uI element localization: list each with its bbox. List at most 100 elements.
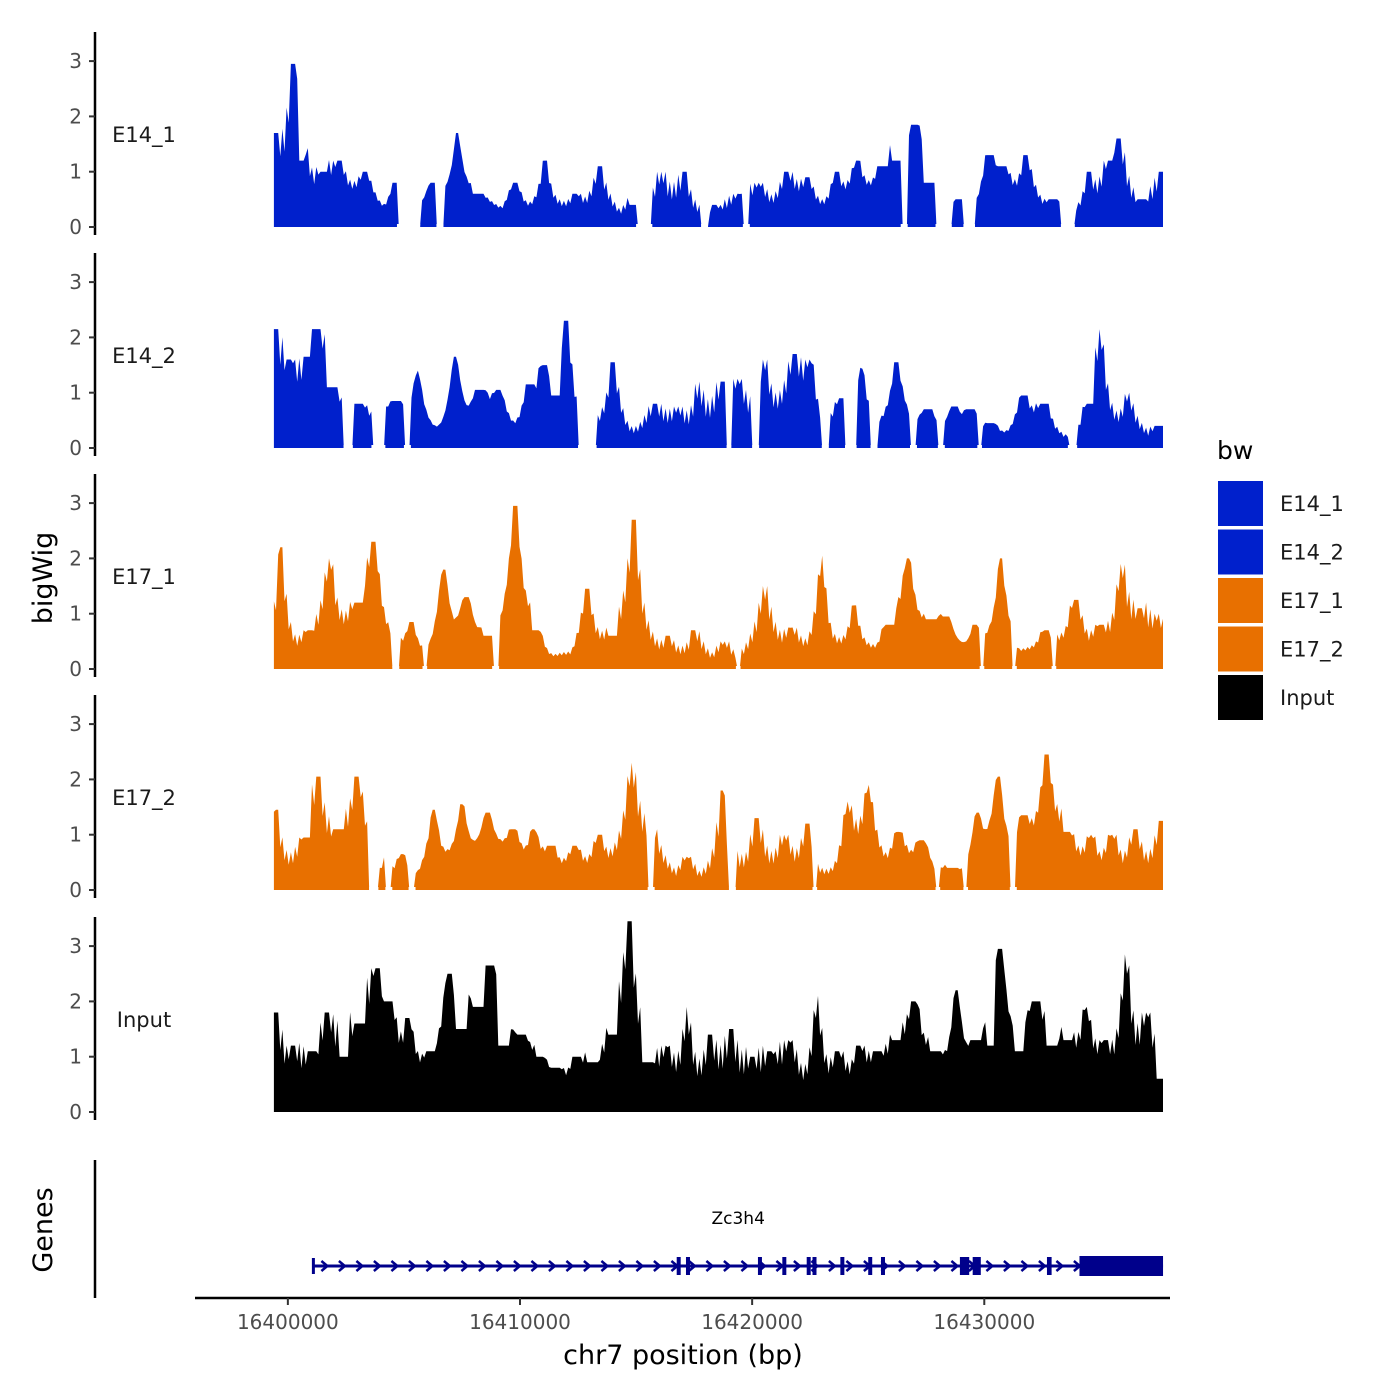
genes-axis-title: Genes — [28, 1187, 59, 1272]
signal-tracks: 0 1 2 3 E14_1 0 1 2 3 E14_2 0 1 2 3 E17_1 0 1 2 3 E17_2 0 1 2 3… — [69, 32, 1163, 1124]
gene-panel: Zc3h4 — [93, 1160, 1164, 1298]
strand-arrow — [425, 1260, 435, 1272]
gene-exon — [676, 1257, 681, 1275]
gene-exon — [806, 1257, 811, 1275]
legend-label: E17_2 — [1280, 638, 1344, 663]
strand-arrow — [338, 1260, 347, 1272]
signal-gap — [1012, 666, 1017, 670]
strand-arrow — [408, 1260, 417, 1272]
y-tick-label: 1 — [69, 823, 82, 847]
track-label: E14_1 — [112, 123, 176, 148]
gene-exon — [972, 1257, 981, 1275]
strand-arrow — [845, 1260, 855, 1272]
signal-gap — [422, 666, 428, 670]
legend-title: bw — [1217, 436, 1253, 465]
x-tick-label: 16430000 — [933, 1310, 1035, 1334]
signal-area-e17-1 — [273, 505, 1163, 669]
signal-gap — [845, 445, 857, 449]
strand-arrow — [565, 1260, 575, 1272]
gene-exon — [782, 1257, 787, 1275]
signal-gap — [821, 445, 829, 449]
signal-gap — [752, 445, 760, 449]
strand-arrow — [478, 1260, 487, 1272]
y-tick-label: 0 — [69, 878, 82, 902]
strand-arrow — [530, 1260, 540, 1272]
signal-gap — [492, 666, 500, 670]
y-tick-label: 2 — [69, 767, 82, 791]
y-tick-label: 3 — [69, 270, 82, 294]
strand-arrow — [1038, 1260, 1047, 1272]
signal-gap — [742, 224, 750, 228]
legend: bw E14_1 E14_2 E17_1 E17_2 Input — [1217, 436, 1344, 720]
y-tick-label: 3 — [69, 934, 82, 958]
legend-item-input: Input — [1218, 675, 1334, 720]
strand-arrow — [723, 1260, 732, 1272]
gene-exon — [868, 1257, 873, 1275]
signal-gap — [392, 666, 400, 670]
x-axis-title: chr7 position (bp) — [563, 1340, 803, 1371]
strand-arrow — [793, 1260, 802, 1272]
signal-gap — [728, 887, 736, 891]
strand-arrow — [653, 1260, 662, 1272]
gene-exon — [685, 1257, 690, 1275]
legend-item-e14-1: E14_1 — [1218, 481, 1344, 526]
strand-arrow — [320, 1260, 330, 1272]
signal-gap — [647, 887, 655, 891]
legend-label: E17_1 — [1280, 589, 1344, 614]
strand-arrow — [373, 1260, 382, 1272]
signal-gap — [403, 445, 411, 449]
gene-exon — [959, 1257, 970, 1275]
gene-name-label: Zc3h4 — [712, 1209, 765, 1229]
strand-arrow — [513, 1260, 522, 1272]
strand-arrow — [548, 1260, 557, 1272]
signal-gap — [408, 887, 416, 891]
x-axis: 16400000 16410000 16420000 16430000 — [195, 1296, 1170, 1334]
x-tick-label: 16400000 — [237, 1310, 339, 1334]
y-tick-label: 0 — [69, 215, 82, 239]
strand-arrow — [460, 1260, 470, 1272]
legend-swatch — [1218, 626, 1263, 672]
strand-arrow — [950, 1260, 960, 1272]
gene-exon — [757, 1257, 762, 1275]
y-tick-label: 1 — [69, 602, 82, 626]
signal-area-input — [273, 921, 1163, 1112]
signal-area-e17-2 — [273, 754, 1163, 890]
track-label: E17_2 — [112, 786, 176, 811]
signal-gap — [436, 224, 444, 228]
strand-arrow — [933, 1260, 942, 1272]
legend-swatch — [1218, 529, 1263, 575]
y-axis-title: bigWig — [28, 532, 59, 625]
signal-gap — [726, 445, 732, 449]
y-tick-label: 3 — [69, 712, 82, 736]
strand-arrow — [618, 1260, 627, 1272]
strand-arrow — [1003, 1260, 1012, 1272]
strand-arrow — [443, 1260, 452, 1272]
y-tick-label: 1 — [69, 381, 82, 405]
gene-exon — [840, 1257, 845, 1275]
signal-gap — [369, 887, 379, 891]
track-e17-1: 0 1 2 3 E17_1 — [69, 474, 1163, 681]
legend-swatch — [1218, 481, 1263, 526]
y-tick-label: 3 — [69, 49, 82, 73]
signal-gap — [979, 666, 985, 670]
signal-gap — [977, 445, 982, 449]
signal-gap — [900, 224, 908, 228]
x-tick-label: 16420000 — [701, 1310, 803, 1334]
signal-gap — [1009, 887, 1017, 891]
signal-gap — [935, 224, 952, 228]
gene-exon — [1079, 1256, 1164, 1276]
signal-gap — [396, 224, 421, 228]
gene-exon — [812, 1257, 817, 1275]
strand-arrow — [355, 1260, 365, 1272]
y-tick-label: 2 — [69, 989, 82, 1013]
strand-arrow — [740, 1260, 750, 1272]
track-e14-2: 0 1 2 3 E14_2 — [69, 253, 1163, 460]
signal-gap — [1051, 666, 1057, 670]
y-tick-label: 0 — [69, 1100, 82, 1124]
signal-gap — [910, 445, 917, 449]
signal-area-e14-2 — [273, 320, 1163, 448]
y-tick-label: 1 — [69, 1045, 82, 1069]
y-tick-label: 2 — [69, 546, 82, 570]
signal-gap — [935, 887, 941, 891]
signal-area-e14-1 — [273, 63, 1163, 228]
